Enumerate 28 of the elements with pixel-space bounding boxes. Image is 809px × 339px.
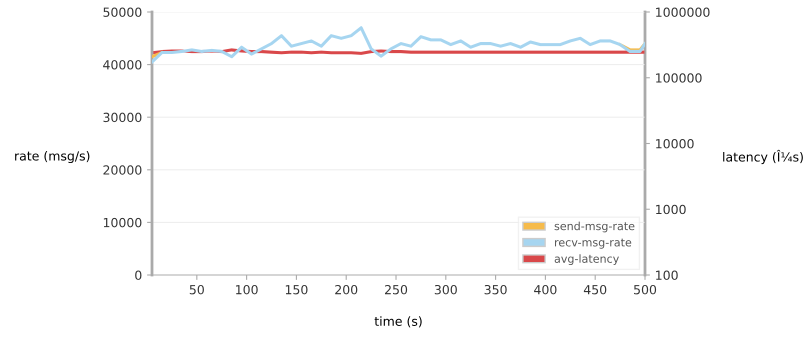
legend-label: avg-latency	[554, 254, 619, 265]
x-tick-label: 500	[634, 284, 656, 294]
y-tick-label: 0	[135, 270, 142, 280]
y-tick-label: 30000	[103, 112, 142, 122]
y-tick-label: 50000	[103, 7, 142, 17]
y2-tick-label: 100	[656, 270, 678, 280]
x-tick-label: 100	[236, 284, 258, 294]
x-tick-label: 250	[384, 284, 408, 294]
y2-tick-label: 100000	[656, 73, 702, 83]
x-tick-label: 350	[484, 284, 507, 294]
y2-tick-label: 1000	[656, 204, 686, 214]
x-tick-label: 450	[584, 284, 606, 294]
y2-tick-label: 1000000	[656, 7, 710, 17]
y2-axis-title: latency (Î¼s)	[723, 150, 803, 164]
line-series	[152, 26, 645, 64]
legend-label: recv-msg-rate	[555, 238, 632, 249]
y-tick-label: 10000	[104, 218, 142, 228]
y-tick-label: 40000	[103, 60, 142, 70]
x-tick-label: 50	[190, 284, 204, 294]
y-axis-title: rate (msg/s)	[15, 150, 90, 164]
legend-label: send-msg-rate	[554, 222, 634, 232]
y2-tick-label: 10000	[656, 138, 694, 148]
x-tick-label: 300	[434, 284, 457, 294]
x-axis-title: time (s)	[374, 316, 422, 328]
x-tick-label: 400	[534, 284, 557, 294]
x-tick-label: 200	[335, 284, 358, 294]
x-tick-label: 150	[286, 284, 308, 294]
y-tick-label: 20000	[103, 165, 142, 175]
